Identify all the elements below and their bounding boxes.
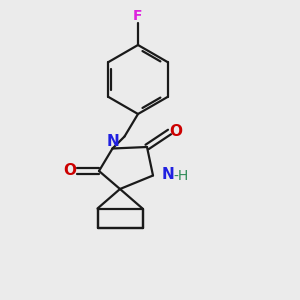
Text: N: N xyxy=(106,134,119,149)
Text: O: O xyxy=(169,124,183,139)
Text: O: O xyxy=(63,163,76,178)
Text: -H: -H xyxy=(173,169,189,183)
Text: N: N xyxy=(161,167,174,182)
Text: F: F xyxy=(133,10,143,23)
